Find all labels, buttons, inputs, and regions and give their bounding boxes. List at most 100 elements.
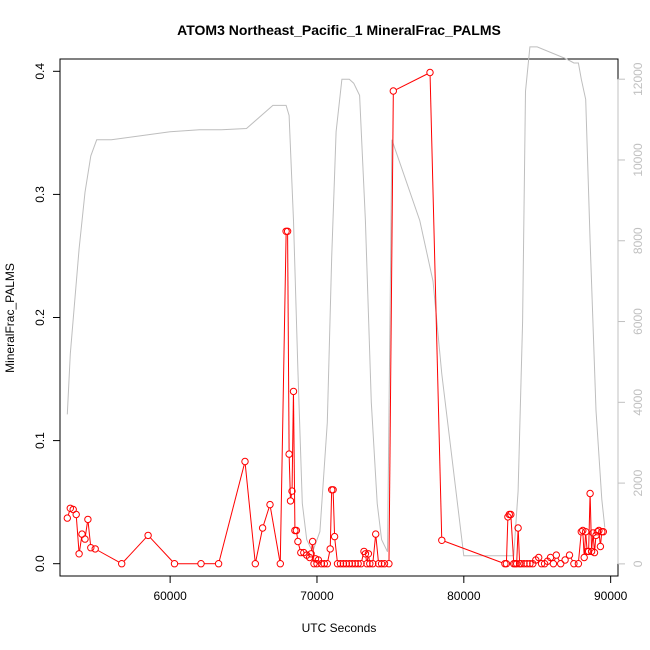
mineral-line-segment — [506, 520, 509, 561]
mineral-line-segment — [589, 496, 592, 549]
mineral-line-segment — [372, 537, 376, 561]
mineral-point — [526, 560, 534, 568]
mineral-point — [361, 550, 370, 558]
mineral-point — [214, 560, 223, 568]
mineral-point — [288, 487, 296, 495]
mineral-line-segment — [594, 538, 597, 550]
mineral-point — [557, 560, 565, 568]
mineral-point — [258, 524, 267, 532]
mineral-point — [426, 68, 434, 77]
mineral-point — [582, 528, 590, 536]
mineral-line-segment — [583, 534, 586, 555]
x-tick-label: 60000 — [153, 589, 187, 603]
mineral-line-segment — [570, 557, 573, 562]
mineral-line-segment — [149, 537, 173, 562]
y2-tick-label: 10000 — [631, 143, 645, 177]
y2-tick-label: 0 — [631, 560, 645, 567]
mineral-line-segment — [429, 75, 443, 538]
mineral-point — [599, 528, 607, 536]
mineral-point — [75, 550, 83, 558]
mineral-point — [438, 536, 446, 544]
mineral-point — [292, 526, 301, 535]
mineral-point — [574, 560, 583, 568]
x-tick-label: 90000 — [594, 589, 628, 603]
y2-axis: 0 2000 4000 6000 8000 10000 12000 — [617, 62, 645, 567]
mineral-point — [577, 528, 585, 536]
mineral-line-segment — [334, 539, 338, 561]
mineral-point — [323, 560, 331, 568]
mineral-line-segment — [375, 537, 379, 561]
mineral-line-segment — [97, 550, 120, 563]
mineral-line-segment — [588, 496, 591, 549]
mineral-point — [283, 227, 292, 236]
mineral-point — [84, 515, 92, 524]
mineral-point — [507, 510, 515, 519]
mineral-point — [310, 560, 318, 568]
chart-title: ATOM3 Northeast_Pacific_1 MineralFrac_PA… — [177, 22, 501, 38]
x-axis: 60000 70000 80000 90000 — [153, 575, 628, 603]
mineral-line-segment — [327, 552, 331, 561]
mineral-point — [565, 551, 574, 559]
mineral-line-segment — [255, 530, 263, 561]
mineral-line-segment — [368, 556, 370, 561]
mineral-point — [63, 514, 72, 522]
mineral-point — [308, 537, 317, 546]
mineral-point — [561, 556, 569, 564]
mineral-line-segment — [591, 536, 594, 549]
mineral-line-segment — [290, 494, 292, 498]
mineral-point — [294, 537, 302, 546]
mineral-point — [552, 551, 560, 559]
mineral-line-segment — [296, 533, 298, 539]
mineral-line-segment — [388, 94, 394, 561]
mineral-point — [580, 553, 588, 562]
mineral-point — [513, 560, 521, 568]
mineral-point — [329, 486, 337, 494]
y2-tick-label: 4000 — [631, 389, 645, 416]
y-axis-label: MineralFrac_PALMS — [3, 263, 17, 373]
mineral-point — [289, 387, 298, 396]
mineral-point — [502, 560, 511, 568]
mineral-point — [266, 500, 274, 509]
mineral-line-segment — [75, 517, 80, 551]
mineral-line-segment — [287, 234, 290, 451]
mineral-line-segment — [517, 531, 520, 561]
mineral-point — [118, 560, 126, 568]
mineral-line-segment — [557, 557, 560, 562]
mineral-line-segment — [329, 492, 333, 546]
mineral-line-segment — [365, 556, 367, 561]
mineral-point — [320, 560, 328, 568]
y-tick-label: 0.4 — [33, 63, 47, 80]
mineral-point — [276, 560, 284, 568]
mineral-line-segment — [84, 522, 88, 536]
mineral-line-segment — [263, 507, 270, 526]
y-axis: 0.0 0.1 0.2 0.3 0.4 — [33, 63, 61, 572]
mineral-line-segment — [67, 511, 70, 516]
mineral-point — [372, 530, 380, 538]
mineral-point — [570, 560, 578, 568]
mineral-point — [389, 87, 397, 95]
mineral-series — [63, 68, 607, 568]
mineral-point — [197, 560, 205, 568]
mineral-point — [170, 560, 179, 568]
mineral-line-segment — [293, 394, 296, 528]
mineral-point — [313, 560, 321, 568]
mineral-point — [81, 535, 89, 543]
mineral-line-segment — [516, 531, 519, 561]
mineral-point — [326, 545, 334, 553]
mineral-point — [91, 545, 99, 553]
mineral-line-segment — [600, 534, 602, 544]
mineral-point — [590, 548, 599, 557]
mineral-point — [241, 457, 249, 466]
mineral-line-segment — [578, 534, 582, 561]
mineral-point — [366, 560, 374, 568]
mineral-point — [593, 528, 602, 536]
mineral-point — [377, 560, 386, 568]
mineral-line-segment — [244, 464, 256, 561]
mineral-line-segment — [444, 540, 503, 564]
y-tick-label: 0.1 — [33, 432, 47, 449]
mineral-point — [307, 550, 315, 558]
mineral-point — [385, 560, 393, 568]
y2-tick-label: 6000 — [631, 308, 645, 335]
mineral-point — [251, 560, 260, 568]
